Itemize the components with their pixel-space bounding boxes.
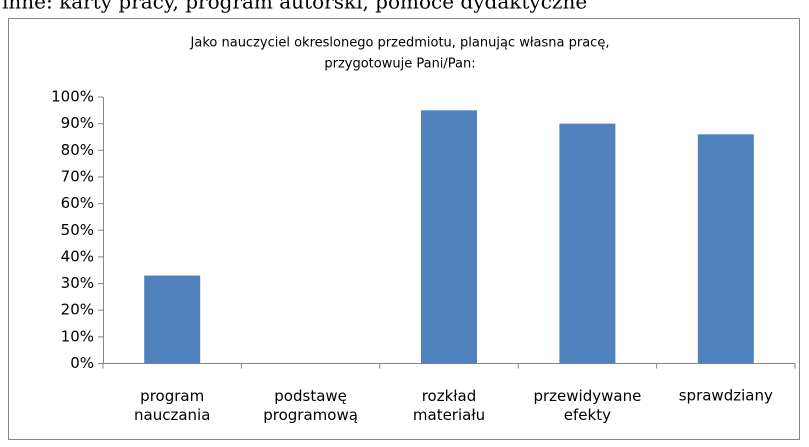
x-tick-label: rozkład materiału <box>413 387 485 424</box>
y-tick-label: 80% <box>61 141 94 159</box>
x-tick-label-line: nauczania <box>134 406 210 424</box>
x-tick-label-line: podstawę <box>274 387 347 405</box>
chart-title: Jako nauczyciel okreslonego przedmiotu, … <box>190 36 610 51</box>
y-tick-label: 10% <box>61 327 94 345</box>
bar <box>697 134 754 364</box>
y-tick-label: 90% <box>61 114 94 132</box>
header-text: inne: karty pracy, program autorski, pom… <box>2 0 587 14</box>
y-tick-label: 100% <box>51 88 94 106</box>
x-tick-label-line: rozkład <box>422 387 477 405</box>
x-tick-label: przewidywane efekty <box>533 387 641 424</box>
x-tick-label-line: materiału <box>413 406 485 424</box>
y-tick-label: 30% <box>61 274 94 292</box>
y-tick-label: 70% <box>61 167 94 185</box>
x-tick-label: podstawę programową <box>263 387 358 424</box>
y-tick-label: 60% <box>61 194 94 212</box>
y-tick-label: 0% <box>70 354 94 372</box>
x-tick-label-line: programową <box>263 406 358 424</box>
bar <box>559 123 616 364</box>
chart-title: przygotowuje Pani/Pan: <box>324 57 475 72</box>
x-tick-label-line: efekty <box>564 406 611 424</box>
chart-frame <box>8 18 800 440</box>
bar <box>144 275 201 364</box>
y-tick-label: 40% <box>61 247 94 265</box>
x-tick-label-line: przewidywane <box>533 387 641 405</box>
x-tick-label: program nauczania <box>134 387 210 424</box>
x-tick-label-line: program <box>140 387 204 405</box>
y-tick-label: 20% <box>61 301 94 319</box>
x-tick-label: sprawdziany <box>679 387 773 405</box>
y-tick-label: 50% <box>61 221 94 239</box>
bar <box>421 110 477 364</box>
